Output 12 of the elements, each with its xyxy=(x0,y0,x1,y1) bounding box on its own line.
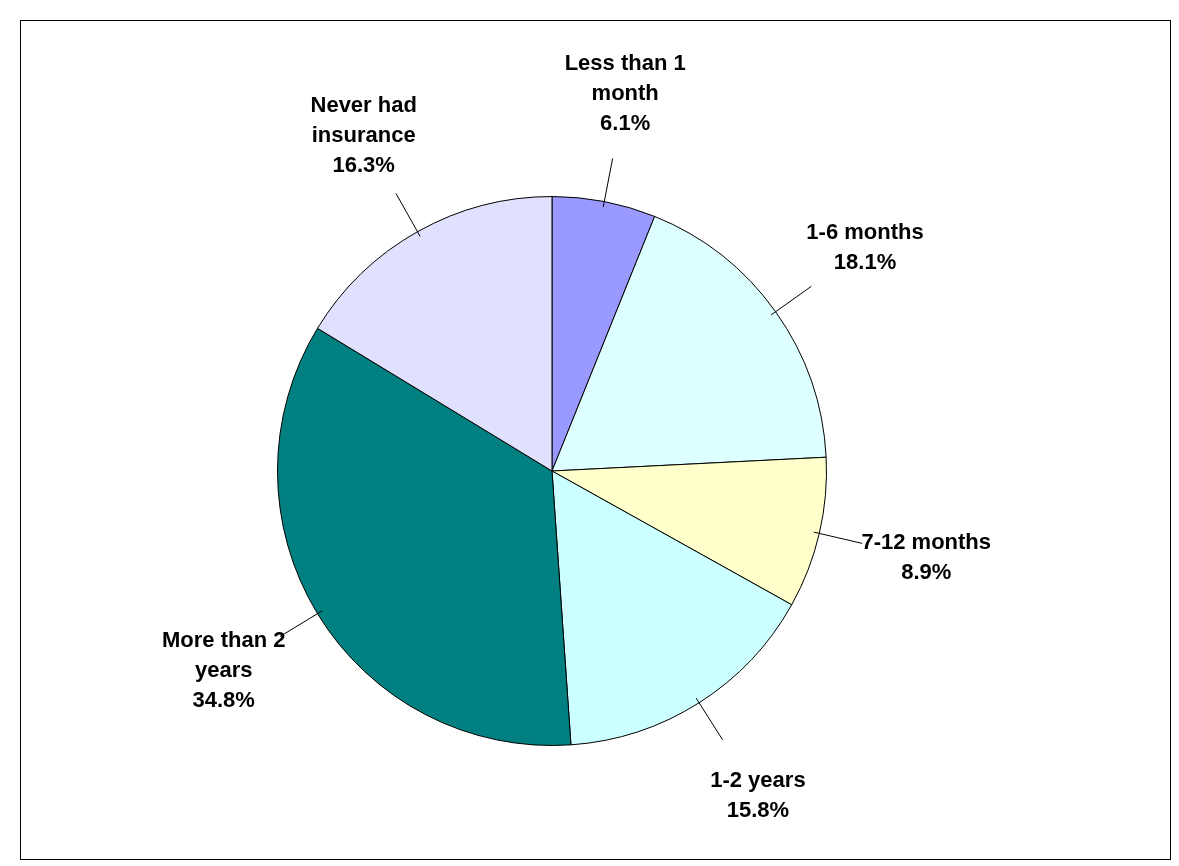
slice-label: 7-12 months xyxy=(861,529,992,555)
data-label: 18.1% xyxy=(833,249,897,275)
data-label: 6.1% xyxy=(600,109,651,135)
data-label: 8.9% xyxy=(901,559,952,585)
slice-label: More than 2 years xyxy=(161,626,286,682)
data-label: 16.3% xyxy=(332,152,395,178)
slice-label: Never had insurance xyxy=(310,92,417,148)
slice-label: 1-6 months xyxy=(806,219,924,245)
slice-label: 1-2 years xyxy=(710,766,806,792)
data-label: 15.8% xyxy=(726,796,790,822)
data-label: 34.8% xyxy=(192,686,255,712)
slice-label: Less than 1 month xyxy=(564,49,686,105)
